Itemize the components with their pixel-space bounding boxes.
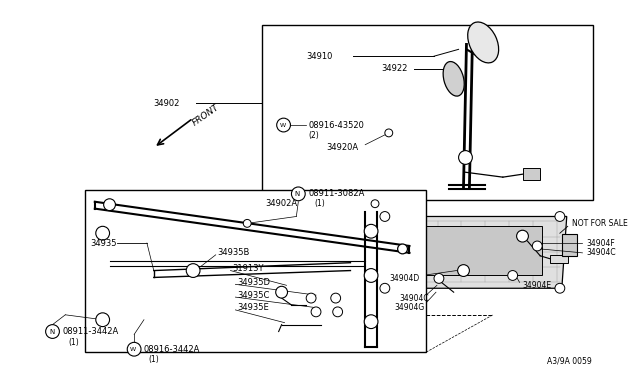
Text: 34904E: 34904E — [522, 281, 552, 290]
Circle shape — [532, 241, 542, 251]
Text: (1): (1) — [149, 355, 159, 363]
Circle shape — [333, 307, 342, 317]
Text: 34902: 34902 — [154, 99, 180, 108]
Text: 31913Y: 31913Y — [232, 264, 264, 273]
Circle shape — [364, 269, 378, 282]
Text: 34902A: 34902A — [265, 199, 297, 208]
Circle shape — [434, 273, 444, 283]
Text: 08911-3082A: 08911-3082A — [308, 189, 365, 198]
Circle shape — [459, 151, 472, 164]
Circle shape — [96, 226, 109, 240]
Circle shape — [127, 342, 141, 356]
Circle shape — [458, 264, 469, 276]
Ellipse shape — [443, 61, 464, 96]
Bar — [562, 234, 577, 256]
Circle shape — [243, 219, 251, 227]
Ellipse shape — [468, 22, 499, 63]
Circle shape — [186, 264, 200, 278]
Circle shape — [331, 293, 340, 303]
Circle shape — [371, 200, 379, 208]
Text: FRONT: FRONT — [191, 103, 221, 128]
Circle shape — [276, 286, 287, 298]
Text: 34904C: 34904C — [586, 248, 616, 257]
Text: 08916-3442A: 08916-3442A — [144, 345, 200, 354]
Circle shape — [311, 307, 321, 317]
Circle shape — [380, 283, 390, 293]
Bar — [399, 226, 542, 276]
Circle shape — [276, 118, 291, 132]
Text: 34935: 34935 — [90, 238, 116, 247]
Circle shape — [291, 187, 305, 201]
Circle shape — [364, 224, 378, 238]
Circle shape — [555, 283, 564, 293]
Text: 34935C: 34935C — [237, 291, 269, 299]
Text: (1): (1) — [314, 199, 325, 208]
Circle shape — [516, 230, 529, 242]
Bar — [262, 25, 593, 200]
Text: A3/9A 0059: A3/9A 0059 — [547, 356, 592, 366]
Text: N: N — [294, 191, 300, 197]
Text: 34904C: 34904C — [399, 294, 429, 302]
Circle shape — [104, 199, 115, 211]
Text: 34935B: 34935B — [218, 248, 250, 257]
Text: 34922: 34922 — [381, 64, 407, 74]
Polygon shape — [380, 217, 567, 288]
Bar — [85, 190, 426, 352]
Bar — [522, 168, 540, 180]
Circle shape — [555, 212, 564, 221]
Circle shape — [508, 270, 518, 280]
Circle shape — [385, 129, 393, 137]
Text: 34935D: 34935D — [237, 278, 270, 287]
Bar — [550, 255, 568, 263]
Circle shape — [306, 293, 316, 303]
Text: W: W — [130, 347, 136, 352]
Text: (2): (2) — [308, 131, 319, 140]
Circle shape — [364, 315, 378, 328]
Text: 34910: 34910 — [306, 52, 333, 61]
Circle shape — [397, 244, 408, 254]
Text: 34904F: 34904F — [586, 238, 615, 247]
Text: (1): (1) — [68, 338, 79, 347]
Text: W: W — [280, 122, 285, 128]
Text: 34920A: 34920A — [326, 143, 358, 152]
Text: 34904G: 34904G — [395, 304, 425, 312]
Text: 08916-43520: 08916-43520 — [308, 121, 364, 129]
Circle shape — [380, 212, 390, 221]
Text: 34935E: 34935E — [237, 304, 269, 312]
Text: N: N — [49, 328, 54, 334]
Text: 08911-3442A: 08911-3442A — [62, 327, 118, 336]
Circle shape — [45, 325, 60, 339]
Text: NOT FOR SALE: NOT FOR SALE — [572, 219, 627, 228]
Circle shape — [96, 313, 109, 327]
Text: 34904D: 34904D — [389, 274, 419, 283]
